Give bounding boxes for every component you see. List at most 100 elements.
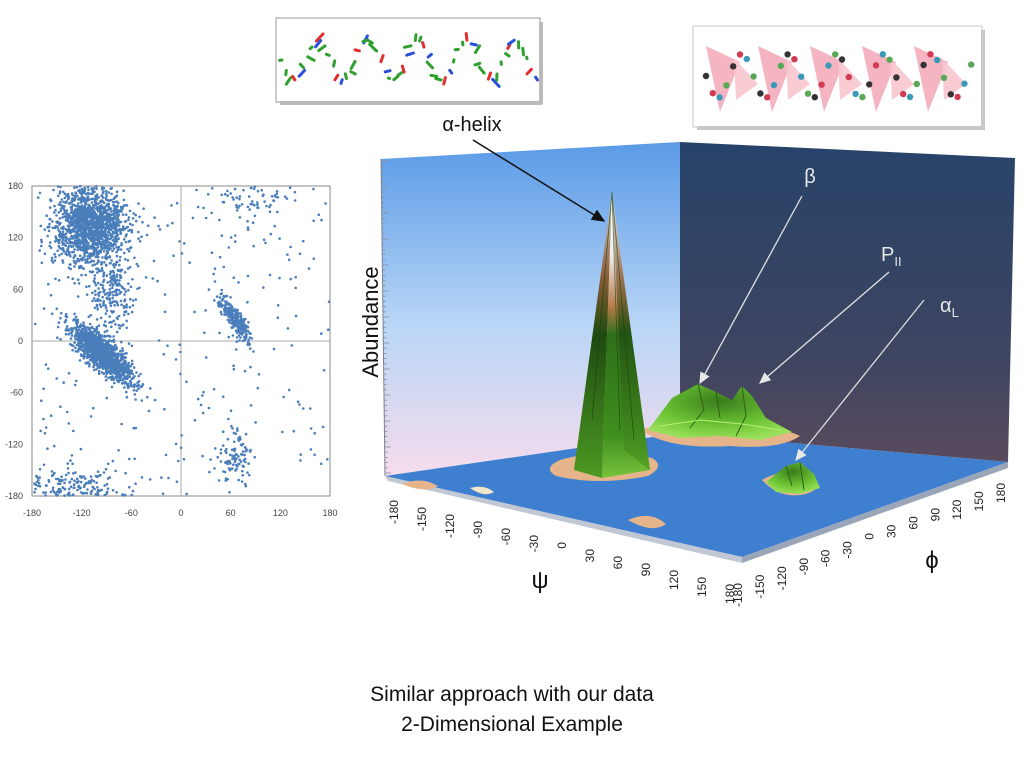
- scatter-point: [296, 400, 300, 404]
- scatter-point: [96, 362, 99, 366]
- scatter-point: [119, 248, 123, 251]
- scatter-point: [125, 352, 128, 355]
- scatter-point: [228, 462, 232, 465]
- scatter-point: [107, 339, 111, 342]
- scatter-point: [124, 258, 127, 261]
- scatter-point: [70, 201, 73, 204]
- scatter-point: [90, 254, 94, 257]
- scatter-point: [83, 347, 87, 350]
- scatter-point: [76, 248, 80, 252]
- scatter-point: [224, 461, 227, 465]
- scatter-point: [70, 192, 74, 195]
- scatter-point: [221, 299, 224, 302]
- scatter-point: [44, 494, 47, 497]
- scatter-point: [102, 300, 106, 303]
- scatter-point: [64, 211, 68, 215]
- psi-tick: -150: [415, 507, 429, 531]
- scatter-point: [78, 254, 82, 257]
- scatter-point: [33, 482, 36, 485]
- scatter-point: [128, 265, 132, 269]
- scatter-point: [202, 206, 205, 210]
- scatter-point: [115, 300, 119, 304]
- scatter-point: [241, 464, 245, 468]
- scatter-point: [129, 297, 132, 301]
- scatter-point: [62, 207, 65, 210]
- scatter-point: [223, 309, 226, 312]
- scatter-point: [103, 353, 107, 357]
- scatter-point: [40, 240, 44, 244]
- scatter-point: [86, 254, 89, 258]
- scatter-point: [241, 474, 244, 477]
- scatter-point: [213, 467, 216, 470]
- scatter-point: [89, 239, 93, 242]
- scatter-point: [92, 368, 96, 372]
- scatter-point: [73, 261, 76, 264]
- scatter-point: [69, 254, 72, 258]
- scatter-point: [97, 324, 101, 328]
- scatter-point: [130, 377, 133, 381]
- scatter-point: [89, 415, 93, 418]
- scatter-point: [252, 244, 255, 248]
- scatter-point: [123, 287, 126, 291]
- scatter-point: [82, 267, 85, 271]
- scatter-point: [98, 333, 102, 337]
- scatter-point: [67, 244, 71, 248]
- scatter-point: [115, 246, 118, 249]
- scatter-point: [69, 263, 72, 266]
- scatter-point: [180, 252, 184, 255]
- scatter-point: [76, 325, 79, 329]
- scatter-point: [166, 344, 169, 348]
- scatter-point: [193, 310, 196, 314]
- scatter-point: [246, 205, 250, 209]
- scatter-point: [82, 356, 85, 360]
- scatter-point: [238, 197, 241, 201]
- scatter-point: [246, 471, 249, 474]
- scatter-point: [121, 213, 125, 216]
- scatter-point: [109, 358, 113, 362]
- scatter-point: [59, 405, 62, 409]
- scatter-point: [235, 196, 238, 199]
- scatter-point: [134, 398, 137, 401]
- scatter-point: [99, 210, 103, 213]
- alpha-helix-peak: [556, 191, 654, 478]
- scatter-point: [100, 228, 103, 231]
- scatter-point: [110, 198, 113, 202]
- scatter-point: [118, 227, 121, 231]
- scatter-point: [287, 258, 291, 262]
- scatter-point: [255, 201, 259, 204]
- scatter-point: [86, 488, 89, 491]
- scatter-point: [179, 350, 182, 354]
- scatter-point: [114, 263, 118, 266]
- scatter-point: [130, 310, 134, 314]
- scatter-point: [62, 381, 65, 384]
- scatter-point: [85, 338, 89, 342]
- scatter-point: [75, 185, 79, 189]
- scatter-point: [132, 388, 136, 392]
- scatter-point: [103, 357, 106, 361]
- scatter-point: [276, 316, 280, 320]
- scatter-point: [107, 228, 111, 232]
- scatter-point: [191, 216, 195, 220]
- scatter-point: [276, 210, 279, 214]
- scatter-point: [99, 305, 103, 309]
- scatter-point: [299, 453, 303, 456]
- scatter-point: [93, 281, 97, 285]
- scatter-point: [51, 489, 55, 492]
- scatter-point: [107, 334, 111, 338]
- scatter-point: [179, 372, 182, 376]
- scatter-point: [286, 253, 289, 256]
- scatter-point: [39, 429, 42, 433]
- scatter-point: [67, 487, 71, 491]
- scatter-point: [299, 459, 302, 462]
- scatter-point: [253, 455, 256, 459]
- psi-tick: 120: [667, 570, 681, 590]
- scatter-point: [112, 381, 116, 385]
- scatter-point: [326, 458, 329, 461]
- scatter-point: [219, 460, 223, 463]
- scatter-point: [212, 272, 215, 276]
- scatter-point: [133, 393, 137, 396]
- scatter-point: [137, 202, 140, 205]
- scatter-point: [51, 220, 54, 223]
- scatter-point: [40, 261, 44, 265]
- scatter-point: [83, 258, 86, 261]
